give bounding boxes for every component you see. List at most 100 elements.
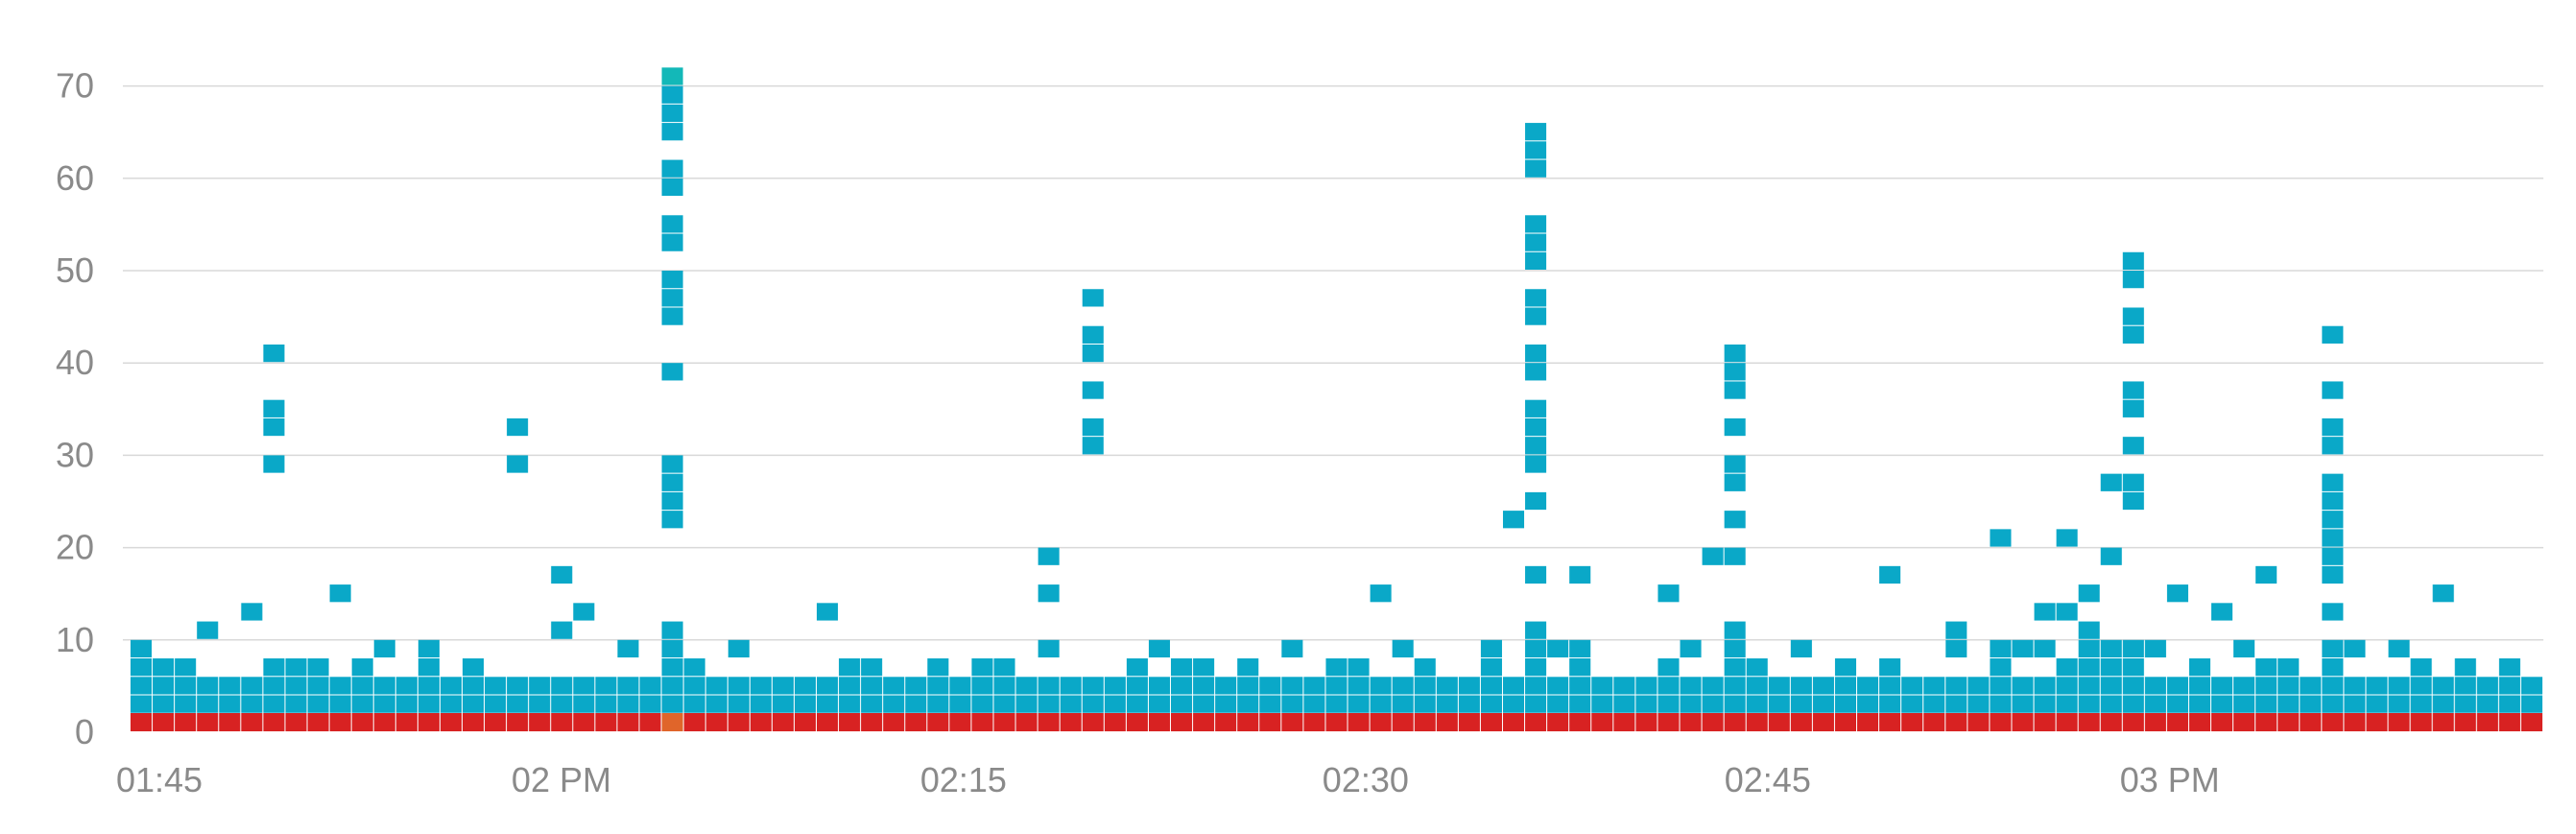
heatmap-cell	[440, 695, 462, 713]
heatmap-cell	[2278, 658, 2300, 677]
baseline-cell	[905, 713, 927, 731]
baseline-cell	[1370, 713, 1392, 731]
heatmap-cell	[131, 658, 153, 677]
baseline-cell	[883, 713, 905, 731]
heatmap-cell	[839, 658, 861, 677]
heatmap-cell	[1082, 437, 1104, 455]
heatmap-cell	[329, 695, 351, 713]
heatmap-cell	[1945, 621, 1968, 639]
heatmap-cell	[1082, 325, 1104, 344]
heatmap-cell	[1038, 584, 1060, 603]
heatmap-cell	[2322, 417, 2344, 437]
baseline-cell	[1237, 713, 1259, 731]
heatmap-cell	[1569, 565, 1591, 584]
heatmap-cell	[1724, 658, 1746, 677]
heatmap-cell	[2166, 677, 2188, 695]
heatmap-cell	[153, 677, 175, 695]
heatmap-cell	[1834, 677, 1857, 695]
heatmap-cell	[1525, 363, 1547, 381]
heatmap-cell	[2122, 325, 2144, 344]
heatmap-cell	[2498, 677, 2520, 695]
heatmap-cell	[2322, 565, 2344, 584]
heatmap-cell	[197, 621, 219, 639]
heatmap-cell	[705, 677, 727, 695]
heatmap-cell	[661, 104, 683, 123]
heatmap-cell	[1812, 695, 1834, 713]
heatmap-cell	[1082, 695, 1104, 713]
heatmap-cell	[2078, 677, 2100, 695]
heatmap-cell	[1547, 677, 1569, 695]
heatmap-cell	[1237, 658, 1259, 677]
heatmap-cell	[2100, 677, 2122, 695]
heatmap-cell	[2520, 695, 2542, 713]
heatmap-cell	[2144, 639, 2166, 658]
heatmap-cell	[263, 695, 285, 713]
heatmap-cell	[1525, 233, 1547, 251]
heatmap-cell	[1635, 695, 1658, 713]
heatmap-cell	[1591, 695, 1613, 713]
baseline-cell	[1104, 713, 1126, 731]
heatmap-cell	[351, 677, 373, 695]
heatmap-cell	[661, 658, 683, 677]
baseline-cell	[1525, 713, 1547, 731]
baseline-cell	[1547, 713, 1569, 731]
baseline-cell	[307, 713, 329, 731]
heatmap-cell	[2122, 677, 2144, 695]
y-tick-label: 70	[56, 66, 94, 106]
heatmap-cell	[1370, 584, 1392, 603]
baseline-cell	[1193, 713, 1215, 731]
heatmap-cell	[2410, 658, 2432, 677]
heatmap-cell	[839, 695, 861, 713]
heatmap-cell	[1547, 639, 1569, 658]
heatmap-cell	[1901, 677, 1923, 695]
heatmap-cell	[1015, 677, 1038, 695]
heatmap-cell	[1680, 695, 1702, 713]
heatmap-cell	[1502, 695, 1525, 713]
heatmap-cell	[2122, 491, 2144, 511]
heatmap-cell	[683, 695, 705, 713]
heatmap-cell	[1325, 658, 1348, 677]
heatmap-cell	[417, 677, 440, 695]
heatmap-cell	[1724, 677, 1746, 695]
heatmap-cell	[1525, 658, 1547, 677]
heatmap-cell	[2322, 325, 2344, 344]
heatmap-cell	[2476, 695, 2498, 713]
heatmap-cell	[2322, 547, 2344, 565]
heatmap-cell	[1325, 677, 1348, 695]
baseline-cell	[2432, 713, 2454, 731]
baseline-cell	[2300, 713, 2322, 731]
heatmap-cell	[351, 695, 373, 713]
grid-lines	[123, 84, 2543, 641]
heatmap-cell	[2432, 695, 2454, 713]
heatmap-cell	[661, 491, 683, 511]
heatmap-cell	[1990, 529, 2012, 547]
baseline-cell	[2211, 713, 2233, 731]
baseline-cell	[1790, 713, 1812, 731]
heatmap-cell	[1525, 289, 1547, 307]
y-tick-label: 30	[56, 435, 94, 474]
heatmap-cell	[2322, 473, 2344, 491]
heatmap-cell	[683, 677, 705, 695]
baseline-cell	[2366, 713, 2388, 731]
baseline-cell	[1857, 713, 1879, 731]
heatmap-cell	[507, 455, 529, 473]
heatmap-cell	[2255, 658, 2278, 677]
baseline-cell	[2078, 713, 2100, 731]
heatmap-cell	[1724, 639, 1746, 658]
baseline-cell	[2034, 713, 2056, 731]
baseline-cell	[2144, 713, 2166, 731]
heatmap-cell	[219, 677, 241, 695]
heatmap-cell	[395, 695, 417, 713]
heatmap-cell	[1148, 639, 1171, 658]
heatmap-cell	[329, 584, 351, 603]
heatmap-cell	[2100, 547, 2122, 565]
baseline-cell	[1591, 713, 1613, 731]
baseline-cell	[507, 713, 529, 731]
baseline-cell	[1126, 713, 1148, 731]
baseline-cell	[1901, 713, 1923, 731]
heatmap-cell	[1126, 658, 1148, 677]
heatmap-cell	[2233, 695, 2255, 713]
heatmap-cell	[1724, 621, 1746, 639]
heatmap-cell	[1901, 695, 1923, 713]
heatmap-cell	[2344, 677, 2366, 695]
